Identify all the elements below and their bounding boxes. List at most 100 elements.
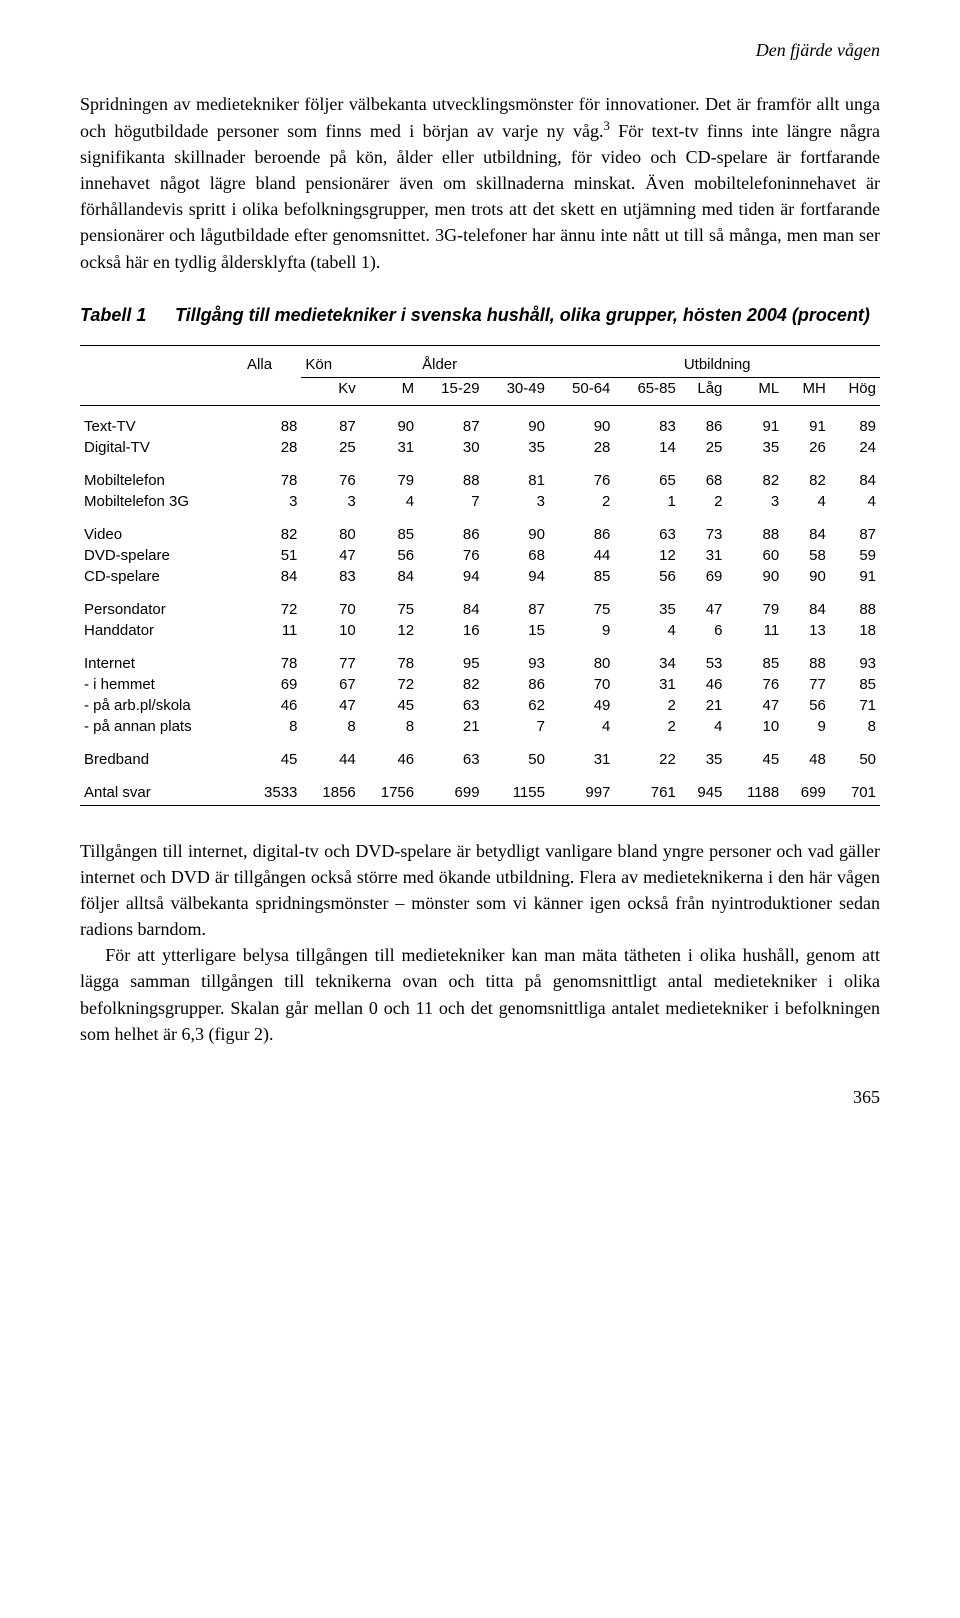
cell-value: 3 (243, 491, 301, 514)
cell-value: 4 (549, 716, 614, 739)
cell-value: 70 (301, 589, 359, 620)
cell-value: 2 (614, 695, 679, 716)
cell-value: 47 (680, 589, 727, 620)
cell-value: 78 (243, 643, 301, 674)
cell-value: 90 (360, 405, 418, 437)
cell-value: 86 (484, 674, 549, 695)
cell-value: 8 (243, 716, 301, 739)
cell-value: 63 (614, 514, 679, 545)
cell-value: 47 (726, 695, 783, 716)
cell-value: 21 (418, 716, 483, 739)
cell-value: 701 (830, 772, 880, 806)
cell-value: 30 (418, 437, 483, 460)
cell-value: 91 (726, 405, 783, 437)
cell-value: 24 (830, 437, 880, 460)
cell-value: 94 (484, 566, 549, 589)
cell-value: 56 (360, 545, 418, 566)
header-alla: Alla (243, 345, 301, 377)
table-row: Antal svar353318561756699115599776194511… (80, 772, 880, 806)
cell-value: 63 (418, 695, 483, 716)
table-body: Text-TV8887908790908386919189Digital-TV2… (80, 405, 880, 805)
table-row: CD-spelare8483849494855669909091 (80, 566, 880, 589)
cell-value: 75 (549, 589, 614, 620)
cell-value: 84 (418, 589, 483, 620)
subheader-hog: Hög (830, 377, 880, 405)
row-label: Digital-TV (80, 437, 243, 460)
cell-value: 7 (418, 491, 483, 514)
row-label: Handdator (80, 620, 243, 643)
subheader-a1: 15-29 (418, 377, 483, 405)
cell-value: 10 (726, 716, 783, 739)
cell-value: 50 (484, 739, 549, 772)
cell-value: 35 (680, 739, 727, 772)
cell-value: 4 (360, 491, 418, 514)
row-label: DVD-spelare (80, 545, 243, 566)
table-head: Alla Kön Ålder Utbildning Kv M 15-29 30-… (80, 345, 880, 405)
cell-value: 82 (418, 674, 483, 695)
table-row: Mobiltelefon7876798881766568828284 (80, 460, 880, 491)
table-row: DVD-spelare5147567668441231605859 (80, 545, 880, 566)
subheader-a4: 65-85 (614, 377, 679, 405)
cell-value: 90 (726, 566, 783, 589)
header-sub-row: Kv M 15-29 30-49 50-64 65-85 Låg ML MH H… (80, 377, 880, 405)
cell-value: 94 (418, 566, 483, 589)
cell-value: 15 (484, 620, 549, 643)
cell-value: 79 (726, 589, 783, 620)
row-label: Bredband (80, 739, 243, 772)
cell-value: 69 (243, 674, 301, 695)
cell-value: 90 (549, 405, 614, 437)
cell-value: 88 (783, 643, 830, 674)
cell-value: 84 (243, 566, 301, 589)
cell-value: 73 (680, 514, 727, 545)
cell-value: 65 (614, 460, 679, 491)
cell-value: 46 (680, 674, 727, 695)
cell-value: 76 (301, 460, 359, 491)
cell-value: 11 (243, 620, 301, 643)
cell-value: 48 (783, 739, 830, 772)
cell-value: 28 (243, 437, 301, 460)
cell-value: 71 (830, 695, 880, 716)
cell-value: 47 (301, 545, 359, 566)
cell-value: 82 (243, 514, 301, 545)
cell-value: 9 (549, 620, 614, 643)
table-row: Internet7877789593803453858893 (80, 643, 880, 674)
cell-value: 44 (301, 739, 359, 772)
cell-value: 31 (680, 545, 727, 566)
cell-value: 2 (549, 491, 614, 514)
cell-value: 7 (484, 716, 549, 739)
cell-value: 1188 (726, 772, 783, 806)
cell-value: 56 (614, 566, 679, 589)
cell-value: 69 (680, 566, 727, 589)
cell-value: 72 (243, 589, 301, 620)
cell-value: 45 (243, 739, 301, 772)
cell-value: 87 (484, 589, 549, 620)
table-row: Video8280858690866373888487 (80, 514, 880, 545)
row-label: Mobiltelefon 3G (80, 491, 243, 514)
table-row: - i hemmet6967728286703146767785 (80, 674, 880, 695)
cell-value: 44 (549, 545, 614, 566)
cell-value: 76 (549, 460, 614, 491)
cell-value: 68 (680, 460, 727, 491)
cell-value: 13 (783, 620, 830, 643)
subheader-a3: 50-64 (549, 377, 614, 405)
cell-value: 84 (783, 514, 830, 545)
cell-value: 28 (549, 437, 614, 460)
cell-value: 8 (360, 716, 418, 739)
cell-value: 53 (680, 643, 727, 674)
cell-value: 85 (360, 514, 418, 545)
cell-value: 2 (614, 716, 679, 739)
page-number: 365 (80, 1087, 880, 1108)
cell-value: 4 (783, 491, 830, 514)
cell-value: 699 (783, 772, 830, 806)
cell-value: 12 (614, 545, 679, 566)
cell-value: 87 (418, 405, 483, 437)
cell-value: 86 (680, 405, 727, 437)
header-alder: Ålder (418, 345, 680, 377)
cell-value: 95 (418, 643, 483, 674)
cell-value: 85 (726, 643, 783, 674)
table-row: Digital-TV2825313035281425352624 (80, 437, 880, 460)
row-label: Text-TV (80, 405, 243, 437)
cell-value: 35 (614, 589, 679, 620)
cell-value: 68 (484, 545, 549, 566)
cell-value: 8 (830, 716, 880, 739)
